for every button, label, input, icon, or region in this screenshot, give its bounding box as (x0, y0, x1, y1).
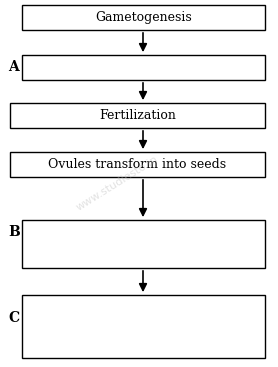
Text: Ovules transform into seeds: Ovules transform into seeds (48, 158, 227, 171)
Text: Fertilization: Fertilization (99, 109, 176, 122)
Bar (10, 152, 265, 177)
Text: www.studiesto.in: www.studiesto.in (74, 154, 160, 213)
Bar (22, 5, 265, 30)
Bar (22, 295, 265, 358)
Bar (22, 220, 265, 268)
Text: A: A (8, 60, 19, 74)
Bar (22, 55, 265, 80)
Bar (10, 103, 265, 128)
Text: Gametogenesis: Gametogenesis (95, 11, 192, 24)
Text: C: C (8, 311, 19, 325)
Text: B: B (8, 225, 20, 239)
